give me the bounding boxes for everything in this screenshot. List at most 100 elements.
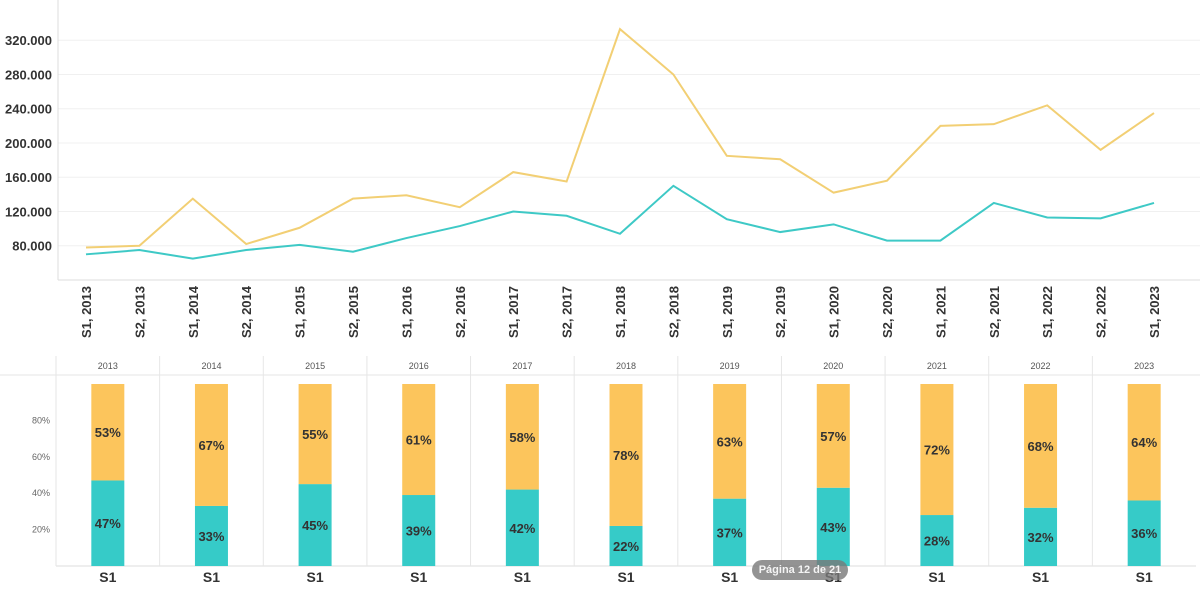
bar-segment [402,495,436,566]
x-tick-label: S1, 2013 [79,286,94,338]
x-tick-label: S2, 2021 [987,286,1002,338]
bar-segment [609,525,643,566]
bar-segment [920,384,954,516]
y-tick-label: 40% [32,488,50,498]
data-label: 28% [924,534,950,549]
x-tick-label: S2, 2017 [560,286,575,338]
data-label: 67% [198,438,224,453]
bar-segment [816,384,850,488]
data-label: 45% [302,518,328,533]
bar-segment [194,505,228,566]
x-tick-label: S2, 2019 [773,286,788,338]
bar-segment [298,484,332,566]
bar-segment [402,384,436,496]
bar-segment [1127,384,1161,501]
y-tick-label: 200.000 [5,136,52,151]
x-tick-label: S1, 2019 [720,286,735,338]
data-label: 43% [820,520,846,535]
category-label: S1 [1136,569,1153,585]
category-label: S1 [617,569,634,585]
category-label: S1 [410,569,427,585]
data-label: 39% [406,524,432,539]
y-tick-label: 120.000 [5,204,52,219]
bar-segment [713,384,747,499]
page-indicator: Página 12 de 21 [752,560,848,580]
panel-header: 2022 [1031,361,1051,371]
data-label: 36% [1131,526,1157,541]
bar-segment [920,515,954,566]
panel-header: 2018 [616,361,636,371]
panel-header: 2021 [927,361,947,371]
data-label: 57% [820,429,846,444]
x-tick-label: S1, 2016 [399,286,414,338]
data-label: 72% [924,443,950,458]
data-label: 63% [717,434,743,449]
panel-header: 2017 [512,361,532,371]
data-label: 47% [95,516,121,531]
y-tick-label: 20% [32,525,50,535]
bar-segment [91,384,125,481]
x-tick-label: S2, 2013 [132,286,147,338]
category-label: S1 [203,569,220,585]
bar-segment [298,384,332,485]
y-tick-label: 280.000 [5,67,52,82]
bar-segment [816,487,850,566]
data-label: 22% [613,539,639,554]
data-label: 32% [1028,530,1054,545]
x-tick-label: S2, 2014 [239,285,254,338]
category-label: S1 [307,569,324,585]
data-label: 37% [717,525,743,540]
data-label: 61% [406,433,432,448]
bar-segment [1024,384,1058,508]
data-label: 42% [509,521,535,536]
panel-header: 2015 [305,361,325,371]
x-tick-label: S2, 2018 [666,286,681,338]
y-tick-label: 320.000 [5,33,52,48]
category-label: S1 [928,569,945,585]
bar-segment [1127,500,1161,566]
x-tick-label: S1, 2017 [506,286,521,338]
y-tick-label: 240.000 [5,102,52,117]
x-tick-label: S1, 2022 [1040,286,1055,338]
panel-header: 2019 [720,361,740,371]
x-tick-label: S1, 2021 [933,286,948,338]
panel-header: 2014 [201,361,221,371]
x-tick-label: S1, 2015 [293,286,308,338]
series-line-1 [85,184,1155,260]
bar-segment [609,384,643,526]
x-tick-label: S1, 2018 [613,286,628,338]
y-tick-label: 60% [32,452,50,462]
data-label: 53% [95,425,121,440]
x-tick-label: S2, 2022 [1094,286,1109,338]
data-label: 58% [509,430,535,445]
panel-header: 2016 [409,361,429,371]
data-label: 68% [1028,439,1054,454]
series-line-0 [85,27,1155,249]
bar-segment [1024,507,1058,566]
x-tick-label: S2, 2020 [880,286,895,338]
category-label: S1 [1032,569,1049,585]
data-label: 78% [613,448,639,463]
data-label: 64% [1131,435,1157,450]
panel-header: 2013 [98,361,118,371]
category-label: S1 [99,569,116,585]
bar-segment [505,489,539,566]
bar-segment [713,498,747,566]
bar-segment [505,384,539,490]
data-label: 55% [302,427,328,442]
y-tick-label: 80% [32,415,50,425]
x-tick-label: S1, 2023 [1147,286,1162,338]
panel-header: 2020 [823,361,843,371]
panel-header: 2023 [1134,361,1154,371]
data-label: 33% [198,529,224,544]
y-tick-label: 160.000 [5,170,52,185]
bar-segment [194,384,228,506]
category-label: S1 [514,569,531,585]
y-tick-label: 80.000 [12,239,52,254]
x-tick-label: S1, 2014 [186,285,201,338]
x-tick-label: S2, 2015 [346,286,361,338]
x-tick-label: S2, 2016 [453,286,468,338]
x-tick-label: S1, 2020 [827,286,842,338]
category-label: S1 [721,569,738,585]
